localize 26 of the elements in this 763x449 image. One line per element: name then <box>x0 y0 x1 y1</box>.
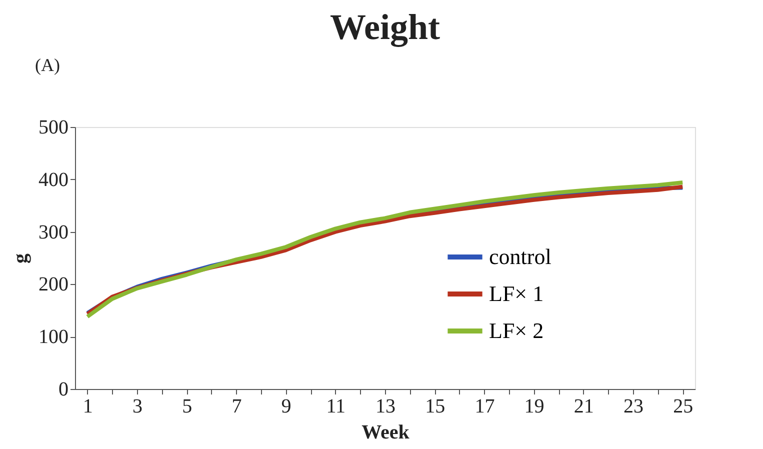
y-tick-label: 300 <box>38 221 68 244</box>
y-tick-label: 100 <box>38 326 68 348</box>
y-tick-label: 400 <box>38 168 68 191</box>
legend-label: control <box>489 244 552 270</box>
y-tick-label: 200 <box>38 274 68 296</box>
x-tick-label: 7 <box>232 396 242 418</box>
x-tick-label: 13 <box>376 396 396 418</box>
x-tick-label: 23 <box>624 396 644 418</box>
x-tick-label: 25 <box>673 396 694 418</box>
legend-label: LF× 1 <box>489 281 544 306</box>
y-axis-title: g <box>10 254 32 264</box>
x-tick-label: 21 <box>574 396 594 418</box>
x-tick-label: 1 <box>82 396 93 418</box>
x-axis-title: Week <box>362 422 410 444</box>
chart-title: Weight <box>330 7 440 47</box>
x-tick-label: 19 <box>524 396 544 418</box>
x-tick-label: 5 <box>182 396 192 418</box>
x-tick-label: 3 <box>132 396 142 418</box>
x-tick-label: 11 <box>326 396 346 418</box>
y-tick-label: 500 <box>38 116 68 138</box>
x-tick-label: 9 <box>281 396 292 418</box>
legend-label: LF× 2 <box>489 318 544 344</box>
y-tick-label: 0 <box>58 378 68 400</box>
text: (A) <box>35 55 60 75</box>
x-tick-label: 15 <box>425 396 446 418</box>
x-tick-label: 17 <box>474 396 495 418</box>
